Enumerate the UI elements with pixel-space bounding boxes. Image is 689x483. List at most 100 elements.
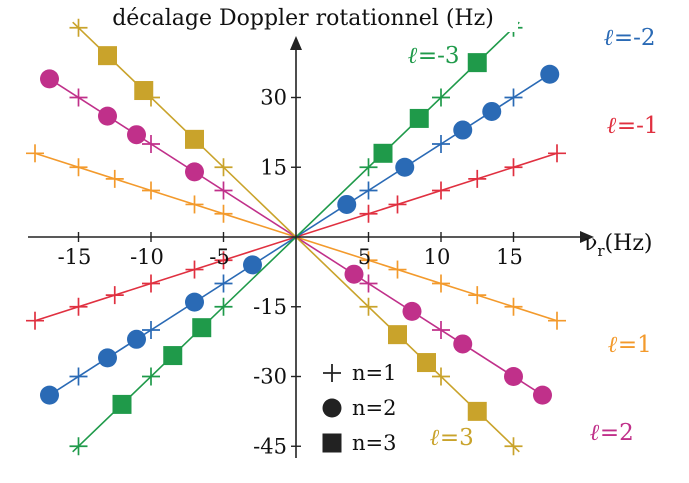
data-point-plus — [69, 367, 88, 386]
data-point-plus — [142, 181, 160, 200]
y-tick-label: -45 — [253, 434, 287, 458]
data-point-plus — [432, 181, 450, 200]
data-point-square — [112, 394, 132, 414]
data-point-plus — [142, 321, 160, 339]
x-axis-label: νr(Hz) — [584, 231, 653, 260]
x-axis-arrow — [580, 231, 594, 243]
data-point-circle — [344, 264, 364, 284]
data-point-square — [409, 108, 429, 128]
data-point-square — [388, 325, 407, 345]
data-point-plus — [359, 274, 378, 293]
legend-item-n=3: n=3 — [322, 431, 396, 455]
data-point-plus — [26, 144, 44, 163]
data-point-plus — [359, 204, 378, 223]
data-point-circle — [504, 367, 523, 386]
title-backdrop — [88, 4, 518, 32]
data-point-plus — [214, 297, 233, 316]
ell-label: ℓ=-2 — [604, 24, 656, 51]
data-point-plus — [432, 88, 450, 107]
ell-label: ℓ=-3 — [408, 42, 460, 69]
data-point-square — [134, 81, 154, 101]
y-tick-label: 15 — [260, 155, 287, 179]
data-point-square — [467, 53, 487, 73]
y-tick-label: 30 — [260, 86, 287, 110]
data-point-circle — [395, 157, 415, 177]
data-point-plus — [142, 135, 160, 153]
data-point-plus — [432, 274, 450, 293]
data-point-square — [163, 346, 183, 366]
data-point-square — [417, 353, 436, 373]
legend: n=1 n=2 n=3 — [322, 361, 396, 455]
legend-item-n=2: n=2 — [322, 396, 396, 420]
ticks: -15 -10 -5 5 10 15 30 15 -15 -30 -45 — [58, 86, 523, 459]
chart-title: décalage Doppler rotationnel (Hz) — [112, 6, 494, 31]
ell-label: ℓ=3 — [430, 424, 474, 451]
data-point-plus — [504, 297, 523, 316]
data-point-plus — [69, 88, 88, 107]
x-axis-label-unit: (Hz) — [605, 231, 653, 256]
y-tick-label: -15 — [253, 295, 287, 319]
data-point-square — [98, 46, 117, 66]
data-point-plus — [432, 321, 450, 339]
data-point-plus — [548, 311, 566, 330]
data-point-plus — [185, 260, 204, 279]
x-tick-label: -5 — [209, 245, 229, 269]
y-axis-arrow — [290, 36, 302, 50]
x-tick-label: 15 — [496, 245, 523, 269]
ell-labels: ℓ=1ℓ=-1ℓ=2ℓ=-2ℓ=3ℓ=-3 — [408, 24, 659, 451]
data-point-plus — [359, 297, 378, 316]
ell-symbol: ℓ — [430, 424, 440, 451]
data-point-circle — [40, 69, 59, 89]
ell-symbol: ℓ — [408, 42, 418, 69]
data-point-plus — [504, 88, 523, 107]
x-axis-label-symbol: ν — [584, 231, 597, 256]
data-point-plus — [69, 297, 88, 316]
data-point-square — [192, 318, 212, 338]
ell-value: =-3 — [418, 43, 460, 69]
data-point-plus — [69, 158, 88, 177]
data-point-plus — [214, 158, 233, 177]
ell-label: ℓ=-1 — [607, 112, 659, 139]
data-point-circle — [98, 106, 117, 126]
legend-square-icon — [322, 433, 342, 453]
data-point-plus — [504, 158, 523, 177]
data-point-plus — [432, 135, 450, 153]
legend-label: n=2 — [352, 396, 396, 420]
data-point-circle — [533, 385, 552, 405]
data-point-circle — [453, 120, 473, 140]
data-point-plus — [468, 286, 487, 305]
data-point-plus — [185, 195, 204, 214]
data-point-plus — [105, 286, 124, 305]
data-point-plus — [432, 367, 450, 386]
x-axis-label-subscript: r — [597, 242, 605, 260]
data-point-plus — [69, 18, 88, 37]
data-point-plus — [359, 251, 378, 270]
data-point-plus — [468, 169, 487, 188]
legend-item-n=1: n=1 — [323, 361, 396, 385]
ell-symbol: ℓ — [608, 331, 618, 358]
data-point-circle — [185, 292, 204, 312]
x-tick-label: -15 — [58, 245, 92, 269]
ell-label: ℓ=1 — [608, 331, 652, 358]
data-point-plus — [359, 181, 378, 200]
ell-value: =2 — [600, 420, 634, 446]
data-point-plus — [359, 158, 378, 177]
data-point-plus — [548, 144, 566, 163]
data-point-plus — [142, 367, 160, 386]
data-point-circle — [482, 101, 502, 121]
data-point-circle — [40, 385, 59, 405]
data-point-circle — [337, 194, 357, 214]
data-point-circle — [185, 162, 204, 182]
data-point-square — [467, 401, 487, 421]
ell-symbol: ℓ — [604, 24, 614, 51]
data-point-plus — [142, 274, 160, 293]
data-point-plus — [388, 260, 407, 279]
data-point-circle — [243, 255, 262, 275]
data-point-plus — [105, 169, 124, 188]
data-point-plus — [504, 437, 523, 456]
data-point-plus — [214, 274, 233, 293]
data-point-circle — [540, 64, 560, 84]
legend-circle-icon — [322, 398, 342, 418]
data-point-plus — [214, 204, 233, 223]
